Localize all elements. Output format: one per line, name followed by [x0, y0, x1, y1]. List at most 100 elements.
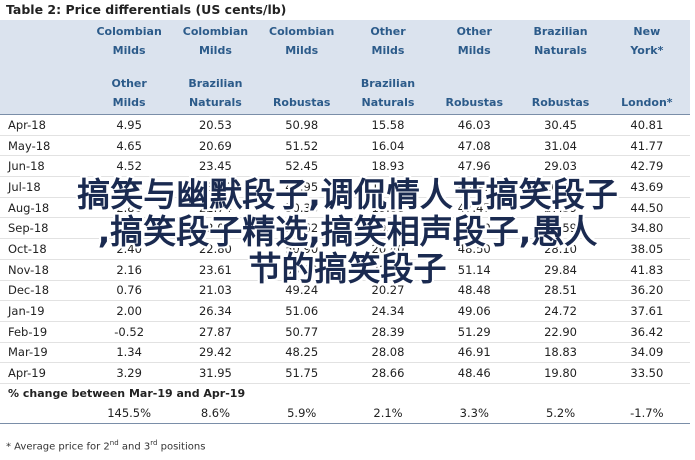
column-header-bottom: Robustas [258, 66, 345, 115]
corner [0, 20, 86, 66]
data-row: Jun-18 4.52 23.45 52.45 18.93 47.96 29.03 42.79 [0, 155, 690, 178]
row-label: Jan-19 [0, 300, 86, 322]
cell: 20.69 [172, 135, 259, 157]
data-row: Mar-19 1.34 29.42 48.25 28.08 46.91 18.83 34.09 [0, 342, 690, 364]
cell: 18.93 [344, 155, 432, 178]
cell: 46.91 [431, 342, 518, 364]
cell: 22.74 [172, 197, 259, 219]
cell: 0.76 [86, 280, 173, 302]
cell: 23.16 [172, 176, 259, 198]
cell: 34.09 [603, 342, 690, 364]
column-header-bottom: Other Milds [86, 66, 173, 115]
cell: 15.58 [344, 114, 432, 136]
row-label: Mar-19 [0, 342, 86, 364]
overlay-line: 搞笑与幽默段子,调侃情人节搞笑段子 [77, 175, 618, 214]
header-text: Other [370, 25, 406, 38]
data-row: May-18 4.65 20.69 51.52 16.04 47.08 31.04 41.77 [0, 135, 690, 157]
footnote-text: positions [157, 441, 206, 453]
data-row: Aug-18 2.86 22.74 50.33 19.88 47.47 27.59 44.50 [0, 197, 690, 219]
row-label: Oct-18 [0, 238, 86, 260]
cell: 51.52 [258, 135, 345, 157]
footnote-text: * Average price for 2 [6, 441, 110, 453]
row-label: Nov-18 [0, 259, 86, 281]
data-row: Nov-18 2.16 23.61 53.29 21.45 51.14 29.84 41.83 [0, 259, 690, 281]
column-header-bottom: Robustas [431, 66, 518, 115]
header-text: London* [621, 96, 673, 109]
cell: 4.95 [86, 114, 173, 136]
cell: 22.80 [172, 238, 259, 260]
cell: 26.77 [517, 176, 604, 198]
data-row: Dec-18 0.76 21.03 49.24 20.27 48.48 28.51 36.20 [0, 280, 690, 302]
footnote: * Average price for 2nd and 3rd position… [6, 439, 205, 452]
header-text: Naturals [361, 96, 415, 109]
footnote-text: rd [150, 439, 158, 447]
table-body: Apr-18 4.95 20.53 50.98 15.58 46.03 30.45 40.81… [0, 114, 690, 425]
cell: 29.84 [517, 259, 604, 281]
cell: 50.33 [258, 197, 345, 219]
header-text: Milds [285, 44, 319, 57]
cell: 2.40 [86, 238, 173, 260]
header-text: Milds [198, 44, 232, 57]
cell: 145.5% [86, 403, 173, 425]
data-row: Apr-18 4.95 20.53 50.98 15.58 46.03 30.45 40.81 [0, 114, 690, 136]
cell: 20.11 [344, 217, 432, 240]
cell: 52.45 [258, 155, 345, 178]
header-text: Brazilian [188, 77, 243, 90]
cell: 51.75 [258, 362, 345, 384]
cell: 2.1% [344, 403, 432, 425]
cell: 23.61 [172, 259, 259, 281]
price-table: Colombian Milds Colombian Milds Colombian Mil… [0, 20, 690, 425]
cell: 48.48 [431, 280, 518, 302]
cell: 28.08 [344, 342, 432, 364]
column-header-top: Other Milds [431, 20, 518, 66]
cell: 48.46 [431, 362, 518, 384]
cell: 3.98 [86, 176, 173, 198]
cell: 18.83 [517, 342, 604, 364]
header-row: Other Milds Brazilian Naturals Robustas Brazi… [0, 66, 690, 115]
header-text: Brazilian [533, 25, 588, 38]
row-label: May-18 [0, 135, 86, 157]
cell: -1.7% [603, 403, 690, 425]
cell: 31.04 [517, 135, 604, 157]
row-label: Apr-18 [0, 114, 86, 136]
change-label: % change between Mar-19 and Apr-19 [8, 387, 246, 401]
cell: 8.6% [172, 403, 259, 425]
cell: 19.80 [517, 362, 604, 384]
cell: 43.69 [603, 176, 690, 198]
cell: 28.39 [344, 321, 432, 343]
cell: 45.97 [431, 176, 518, 198]
footnote-text: nd [109, 439, 119, 447]
column-header-top: Colombian Milds [258, 20, 345, 66]
cell: 51.29 [431, 321, 518, 343]
cell: 21.03 [172, 280, 259, 302]
cell: 38.05 [603, 238, 690, 260]
header-text: Colombian [269, 25, 335, 38]
cell: 2.16 [86, 259, 173, 281]
cell: 16.04 [344, 135, 432, 157]
cell: 4.65 [86, 135, 173, 157]
cell: 48.50 [431, 238, 518, 260]
cell: 23.45 [172, 155, 259, 178]
header-text: York* [630, 44, 664, 57]
data-row: Oct-18 2.40 22.80 50.90 20.40 48.50 28.10 38.05 [0, 238, 690, 260]
cell: 42.79 [603, 155, 690, 178]
header-text: Milds [371, 44, 405, 57]
cell: 19.18 [344, 176, 432, 198]
cell: 36.42 [603, 321, 690, 343]
header-text: Other [111, 77, 147, 90]
column-header-top: Other Milds [344, 20, 432, 66]
overlay-line: ,搞笑段子精选,搞笑相声段子,愚人 [97, 212, 598, 251]
change-label-row: % change between Mar-19 and Apr-19 [0, 383, 690, 403]
data-row: Jul-18 3.98 23.16 49.95 19.18 45.97 26.77 43.69 [0, 176, 690, 198]
cell: 1.92 [86, 217, 173, 240]
header-text: Naturals [188, 96, 242, 109]
footnote-text: and 3 [118, 441, 151, 453]
cell: 49.95 [258, 176, 345, 198]
row-label: Jun-18 [0, 155, 86, 178]
cell: 47.08 [431, 135, 518, 157]
cell: 41.83 [603, 259, 690, 281]
cell: 50.90 [258, 238, 345, 260]
header-text: Robustas [272, 96, 331, 109]
column-header-top: Brazilian Naturals [517, 20, 604, 66]
cell: 31.95 [172, 362, 259, 384]
